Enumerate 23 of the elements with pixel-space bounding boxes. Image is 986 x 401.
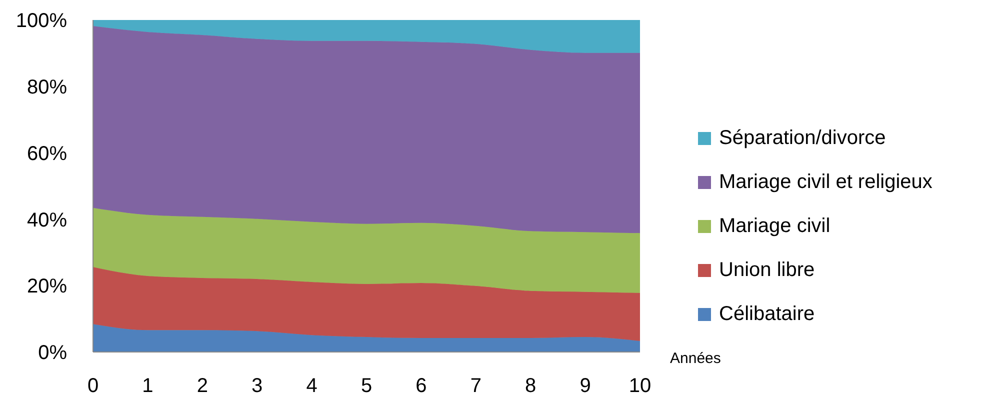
x-axis-title: Années: [670, 350, 721, 367]
y-tick-label: 0%: [38, 342, 68, 364]
x-tick-label: 3: [252, 375, 263, 398]
x-tick-label: 2: [196, 375, 208, 398]
y-tick-label: 20%: [26, 276, 68, 298]
x-tick-label: 9: [580, 375, 591, 398]
y-tick-label: 60%: [26, 142, 68, 165]
x-tick-label: 8: [525, 375, 536, 398]
x-tick-label: 0: [87, 375, 99, 398]
legend-label: Célibataire: [719, 302, 815, 326]
y-tick-label: 100%: [16, 10, 68, 32]
x-tick-label: 4: [306, 375, 318, 398]
y-tick-label: 40%: [26, 209, 68, 232]
x-tick-label: 1: [142, 375, 154, 398]
legend-label: Séparation/divorce: [719, 126, 886, 150]
legend-label: Mariage civil et religieux: [719, 170, 932, 194]
y-tick-label: 80%: [26, 76, 68, 98]
legend-label: Union libre: [719, 258, 815, 282]
legend-label: Mariage civil: [719, 214, 830, 238]
x-tick-label: 7: [470, 375, 482, 398]
x-tick-label: 10: [628, 375, 652, 398]
x-tick-label: 6: [416, 375, 427, 398]
x-tick-label: 5: [360, 375, 372, 398]
